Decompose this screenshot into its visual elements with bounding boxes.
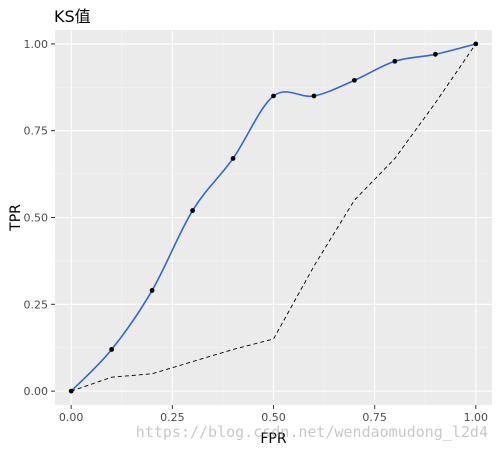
series-0-smooth-line [70,43,477,392]
x-axis-title: FPR [260,431,286,447]
watermark-text: https://blog.csdn.net/wendaomudong_l2d4 [136,423,488,441]
series-1-dashed-line [71,43,477,392]
chart-title: KS值 [54,7,91,26]
x-tick-label: 0.00 [59,411,84,424]
y-tick-label: 1.00 [24,38,49,51]
x-tick-label: 0.25 [160,411,185,424]
series-0-point [311,93,317,99]
series-0-point [271,93,276,99]
y-axis-title: TPR [8,204,24,232]
series-0-point [352,77,357,83]
series-0-point [473,41,479,47]
x-tick-label: 0.75 [362,411,387,424]
y-tick-label: 0.50 [24,212,49,225]
y-tick-label: 0.00 [24,385,49,398]
series-0-point [190,208,195,213]
y-tick-label: 0.75 [24,125,49,138]
series-0-point [109,347,115,352]
series-0-point [230,156,236,161]
series-0-point [149,288,155,293]
y-tick-label: 0.25 [24,298,49,311]
series-0-point [392,58,398,64]
x-tick-label: 1.00 [464,411,489,424]
x-tick-label: 0.50 [261,411,286,424]
series-0-point [432,51,438,57]
